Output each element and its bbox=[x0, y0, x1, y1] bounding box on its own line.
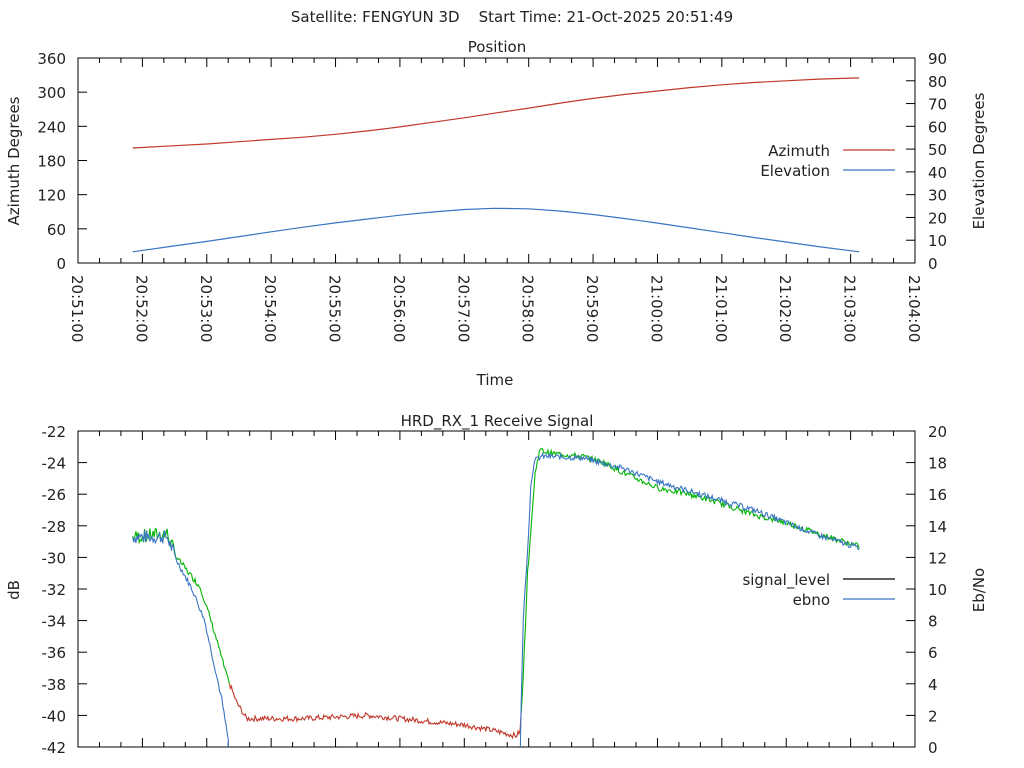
y2-tick-label: 90 bbox=[928, 50, 947, 68]
y2-tick-label: 40 bbox=[928, 164, 947, 182]
x-tick-label: 21:03:00 bbox=[841, 275, 859, 342]
x-tick-label: 21:00:00 bbox=[647, 275, 665, 342]
y2-tick-label: 0 bbox=[928, 739, 938, 757]
x-tick-label: 20:53:00 bbox=[197, 275, 215, 342]
signal-y-label: dB bbox=[5, 580, 23, 600]
series-line-ebno bbox=[132, 452, 860, 747]
y2-tick-label: 70 bbox=[928, 96, 947, 114]
x-tick-label: 20:52:00 bbox=[132, 275, 150, 342]
x-tick-label: 20:58:00 bbox=[519, 275, 537, 342]
x-tick-label: 20:55:00 bbox=[326, 275, 344, 342]
series-line-elevation bbox=[132, 207, 860, 253]
series-line-azimuth bbox=[132, 77, 860, 149]
y2-tick-label: 2 bbox=[928, 707, 938, 725]
x-tick-label: 20:51:00 bbox=[68, 275, 86, 342]
position-chart-title: Position bbox=[468, 38, 526, 56]
x-tick-label: 21:01:00 bbox=[712, 275, 730, 342]
x-tick-label: 20:57:00 bbox=[454, 275, 472, 342]
y-tick-label: 300 bbox=[37, 84, 66, 102]
x-tick-label: 20:56:00 bbox=[390, 275, 408, 342]
y2-tick-label: 6 bbox=[928, 644, 938, 662]
signal-plot-area bbox=[132, 447, 860, 747]
y2-tick-label: 14 bbox=[928, 518, 947, 536]
y-tick-label: -42 bbox=[42, 739, 67, 757]
y-tick-label: 0 bbox=[56, 255, 66, 273]
y-tick-label: -34 bbox=[42, 613, 67, 631]
y-tick-label: -32 bbox=[42, 581, 67, 599]
signal-chart-title: HRD_RX_1 Receive Signal bbox=[401, 412, 594, 431]
y-tick-label: -38 bbox=[42, 676, 67, 694]
plot-frame bbox=[77, 57, 916, 264]
signal-y2-label: Eb/No bbox=[970, 568, 988, 612]
y-tick-label: -26 bbox=[42, 486, 67, 504]
legend-label: Azimuth bbox=[768, 142, 830, 160]
y-tick-label: -40 bbox=[42, 707, 67, 725]
y-tick-label: -22 bbox=[42, 423, 67, 441]
y2-tick-label: 16 bbox=[928, 486, 947, 504]
legend-label: Elevation bbox=[760, 162, 830, 180]
y2-tick-label: 60 bbox=[928, 118, 947, 136]
y2-tick-label: 12 bbox=[928, 549, 947, 567]
y-tick-label: 60 bbox=[47, 221, 66, 239]
y2-tick-label: 18 bbox=[928, 455, 947, 473]
y-tick-label: 360 bbox=[37, 50, 66, 68]
legend-label: signal_level bbox=[742, 571, 830, 590]
x-tick-label: 21:02:00 bbox=[776, 275, 794, 342]
plot-frame bbox=[77, 430, 916, 748]
y2-tick-label: 50 bbox=[928, 141, 947, 159]
x-tick-label: 20:54:00 bbox=[261, 275, 279, 342]
y-tick-label: 180 bbox=[37, 153, 66, 171]
y2-tick-label: 10 bbox=[928, 232, 947, 250]
y2-tick-label: 8 bbox=[928, 613, 938, 631]
y-tick-label: 120 bbox=[37, 187, 66, 205]
y2-tick-label: 0 bbox=[928, 255, 938, 273]
series-line-signal-level bbox=[228, 683, 522, 740]
position-y-label: Azimuth Degrees bbox=[5, 96, 23, 225]
y2-tick-label: 80 bbox=[928, 73, 947, 91]
y2-tick-label: 20 bbox=[928, 423, 947, 441]
y2-tick-label: 20 bbox=[928, 209, 947, 227]
position-x-label: Time bbox=[476, 371, 514, 389]
x-tick-label: 21:04:00 bbox=[905, 275, 923, 342]
y-tick-label: 240 bbox=[37, 118, 66, 136]
y-tick-label: -30 bbox=[42, 549, 67, 567]
y-tick-label: -24 bbox=[42, 455, 67, 473]
legend-label: ebno bbox=[793, 591, 830, 609]
y-tick-label: -28 bbox=[42, 518, 67, 536]
page-title: Satellite: FENGYUN 3D Start Time: 21-Oct… bbox=[291, 8, 733, 26]
position-y2-label: Elevation Degrees bbox=[970, 92, 988, 229]
y2-tick-label: 4 bbox=[928, 676, 938, 694]
y2-tick-label: 30 bbox=[928, 187, 947, 205]
x-tick-label: 20:59:00 bbox=[583, 275, 601, 342]
series-line-signal-level bbox=[132, 527, 230, 684]
y2-tick-label: 10 bbox=[928, 581, 947, 599]
y-tick-label: -36 bbox=[42, 644, 67, 662]
